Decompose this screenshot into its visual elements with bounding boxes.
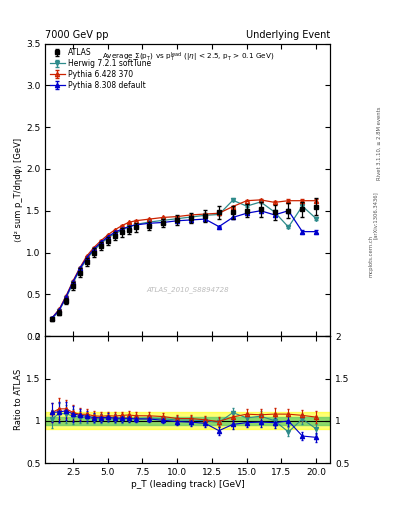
Bar: [45, 413, 330, 430]
Text: Average $\Sigma$(p$_{\rm T}$) vs p$_{\rm T}^{\rm lead}$ ($|\eta|$ < 2.5, p$_{\rm: Average $\Sigma$(p$_{\rm T}$) vs p$_{\rm…: [101, 51, 274, 64]
Y-axis label: Ratio to ATLAS: Ratio to ATLAS: [14, 369, 23, 431]
X-axis label: p_T (leading track) [GeV]: p_T (leading track) [GeV]: [131, 480, 244, 489]
Bar: [45, 417, 330, 425]
Text: [arXiv:1306.3436]: [arXiv:1306.3436]: [373, 191, 378, 239]
Text: Rivet 3.1.10, ≥ 2.8M events: Rivet 3.1.10, ≥ 2.8M events: [377, 106, 382, 180]
Legend: ATLAS, Herwig 7.2.1 softTune, Pythia 6.428 370, Pythia 8.308 default: ATLAS, Herwig 7.2.1 softTune, Pythia 6.4…: [48, 47, 153, 91]
Text: ATLAS_2010_S8894728: ATLAS_2010_S8894728: [146, 286, 229, 293]
Text: Underlying Event: Underlying Event: [246, 30, 330, 40]
Text: mcplots.cern.ch: mcplots.cern.ch: [369, 235, 374, 277]
Y-axis label: ⟨d² sum p_T/dηdφ⟩ [GeV]: ⟨d² sum p_T/dηdφ⟩ [GeV]: [14, 138, 23, 242]
Text: 7000 GeV pp: 7000 GeV pp: [45, 30, 109, 40]
